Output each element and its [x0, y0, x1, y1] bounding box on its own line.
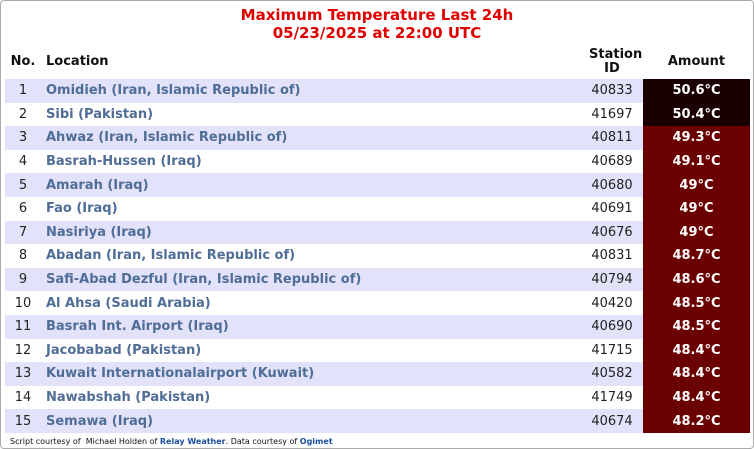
table-row: 5 Amarah (Iraq) 40680 49°C — [5, 173, 750, 197]
amount: 48.5°C — [643, 291, 750, 315]
station-id: 41749 — [591, 390, 633, 406]
table-row: 11 Basrah Int. Airport (Iraq) 40690 48.5°C — [5, 314, 750, 339]
table-row: 6 Fao (Iraq) 40691 49°C — [5, 196, 750, 221]
location: Amarah (Iraq) — [46, 177, 149, 193]
location: Basrah-Hussen (Iraq) — [46, 154, 202, 170]
location: Al Ahsa (Saudi Arabia) — [46, 295, 211, 311]
station-id: 40691 — [591, 201, 633, 217]
station-id: 40690 — [591, 319, 633, 335]
station-id: 40582 — [591, 366, 633, 382]
column-header: No. — [10, 53, 36, 69]
row-number: 8 — [18, 248, 28, 264]
amount: 48.4°C — [643, 385, 750, 410]
location: Nasiriya (Iraq) — [46, 224, 152, 240]
column-header: Location — [46, 53, 109, 69]
amount: 48.7°C — [643, 244, 750, 268]
location: Omidieh (Iran, Islamic Republic of) — [46, 83, 301, 99]
location: Sibi (Pakistan) — [46, 106, 154, 122]
station-id: 41697 — [591, 106, 633, 122]
location: Semawa (Iraq) — [46, 413, 154, 429]
row-number: 5 — [18, 177, 28, 193]
table-row: 2 Sibi (Pakistan) 41697 50.4°C — [5, 102, 750, 127]
amount: 48.2°C — [643, 409, 750, 433]
row-number: 10 — [14, 295, 32, 311]
location: Jacobabad (Pakistan) — [46, 342, 202, 358]
amount: 49.1°C — [643, 149, 750, 174]
row-number: 9 — [18, 272, 28, 288]
station-id: 40676 — [591, 224, 633, 240]
location: Ahwaz (Iran, Islamic Republic of) — [46, 130, 288, 146]
table-row: 1 Omidieh (Iran, Islamic Republic of) 4083… — [5, 79, 750, 103]
data-link[interactable]: Ogimet — [299, 437, 333, 446]
row-number: 4 — [18, 154, 28, 170]
amount: 48.6°C — [643, 267, 750, 292]
row-number: 6 — [18, 201, 28, 217]
amount: 50.6°C — [643, 79, 750, 103]
footer-text: Script courtesy of Michael Holden of — [10, 437, 158, 446]
row-number: 3 — [18, 130, 28, 146]
table-row: 15 Semawa (Iraq) 40674 48.2°C — [5, 409, 750, 433]
location: Fao (Iraq) — [46, 201, 118, 217]
row-number: 2 — [18, 106, 28, 122]
row-number: 14 — [14, 390, 32, 406]
station-id: 40831 — [591, 248, 633, 264]
data-table: No. Location Station ID Amount 1 Omidieh … — [5, 44, 750, 433]
station-id: 40689 — [591, 154, 633, 170]
amount: 48.4°C — [643, 362, 750, 386]
row-number: 11 — [14, 319, 32, 335]
column-header: Station ID — [589, 46, 643, 76]
row-number: 15 — [14, 413, 32, 429]
table-row: 4 Basrah-Hussen (Iraq) 40689 49.1°C — [5, 149, 750, 174]
header-row: No. Location Station ID Amount — [5, 44, 750, 79]
footer: Script courtesy of Michael Holden of Rel… — [10, 437, 333, 446]
amount: 48.5°C — [643, 314, 750, 339]
location: Safi-Abad Dezful (Iran, Islamic Republic… — [46, 272, 362, 288]
table-row: 12 Jacobabad (Pakistan) 41715 48.4°C — [5, 338, 750, 363]
row-number: 13 — [14, 366, 32, 382]
table-row: 7 Nasiriya (Iraq) 40676 49°C — [5, 220, 750, 245]
location: Abadan (Iran, Islamic Republic of) — [46, 248, 296, 264]
footer-text: . Data courtesy of — [225, 437, 298, 446]
table-row: 14 Nawabshah (Pakistan) 41749 48.4°C — [5, 385, 750, 410]
amount: 49°C — [643, 196, 750, 221]
amount: 49°C — [643, 173, 750, 197]
table-row: 10 Al Ahsa (Saudi Arabia) 40420 48.5°C — [5, 291, 750, 315]
station-id: 40420 — [591, 295, 633, 311]
row-number: 12 — [14, 342, 32, 358]
table-row: 9 Safi-Abad Dezful (Iran, Islamic Republi… — [5, 267, 750, 292]
table-row: 13 Kuwait Internationalairport (Kuwait) 40… — [5, 362, 750, 386]
row-number: 1 — [18, 83, 28, 99]
title: Maximum Temperature Last 24h — [240, 6, 514, 24]
credit-link[interactable]: Relay Weather — [159, 437, 226, 446]
station-id: 40674 — [591, 413, 633, 429]
title-block: Maximum Temperature Last 24h 05/23/2025 … — [0, 6, 754, 42]
location: Kuwait Internationalairport (Kuwait) — [46, 366, 315, 382]
station-id: 40811 — [591, 130, 633, 146]
column-header: Amount — [643, 44, 750, 79]
table-row: 8 Abadan (Iran, Islamic Republic of) 40831… — [5, 244, 750, 268]
amount: 49°C — [643, 220, 750, 245]
station-id: 40833 — [591, 83, 633, 99]
location: Basrah Int. Airport (Iraq) — [46, 319, 229, 335]
amount: 50.4°C — [643, 102, 750, 127]
amount: 48.4°C — [643, 338, 750, 363]
station-id: 41715 — [591, 342, 633, 358]
row-number: 7 — [18, 224, 28, 240]
station-id: 40794 — [591, 272, 633, 288]
location: Nawabshah (Pakistan) — [46, 390, 211, 406]
subtitle: 05/23/2025 at 22:00 UTC — [272, 24, 482, 42]
table-row: 3 Ahwaz (Iran, Islamic Republic of) 40811 4… — [5, 126, 750, 150]
station-id: 40680 — [591, 177, 633, 193]
amount: 49.3°C — [643, 126, 750, 150]
